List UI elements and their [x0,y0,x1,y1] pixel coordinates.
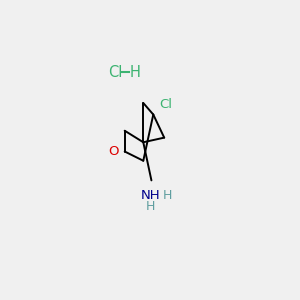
Text: NH: NH [140,189,160,202]
Text: Cl: Cl [159,98,172,111]
Text: Cl: Cl [108,65,123,80]
Text: O: O [108,145,119,158]
Text: H: H [130,65,141,80]
Text: H: H [163,189,172,202]
Text: H: H [146,200,155,213]
